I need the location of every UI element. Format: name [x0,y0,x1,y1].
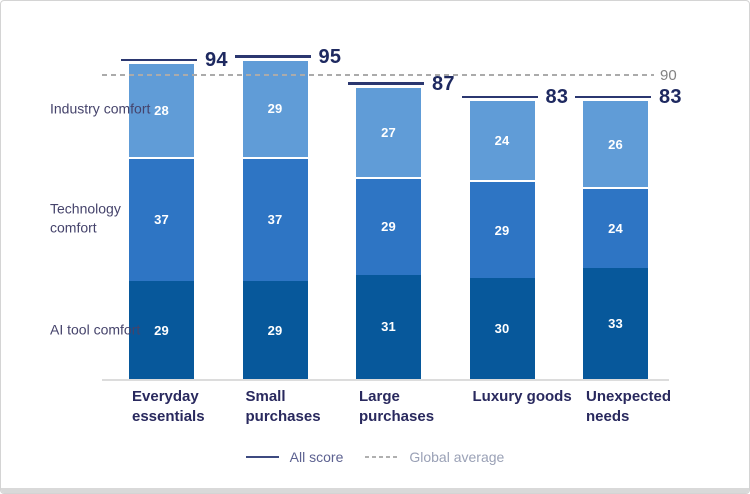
x-axis-line [102,378,669,381]
segment-value: 29 [381,219,396,235]
row-label: Industry comfort [50,100,151,117]
segment-value: 24 [494,133,510,149]
segment-value: 29 [154,322,169,338]
score-line [234,55,311,58]
global-average-value: 90 [660,67,677,85]
bar-segment: 26 [583,99,648,187]
segment-value: 37 [154,212,169,228]
segment-value: 27 [381,124,396,140]
bar-segment: 27 [356,85,421,177]
global-average-line-swatch [365,455,399,459]
legend-item-all-score: All score [245,449,344,465]
category-label: Large purchases [359,388,435,425]
row-label: Technology comfort [50,200,121,236]
legend-item-global-average: Global average [365,450,504,464]
bar-segment: 33 [583,267,648,379]
bar-segment: 29 [469,180,535,278]
category-label: Everyday essentials [132,388,205,425]
score-line [575,95,651,99]
segment-value: 29 [267,101,283,117]
bar-segment: 28 [129,62,194,157]
category-label: Small purchases [245,388,321,425]
bar-segment: 24 [469,99,535,181]
row-label: AI tool comfort [50,321,141,338]
legend-label-all-score: All score [289,449,344,465]
bar-segment: 29 [356,176,421,275]
all-score-line-swatch [245,455,279,459]
segment-value: 33 [608,315,623,331]
bar-segment: 37 [129,156,194,282]
score-line [348,82,424,85]
score-line [121,58,197,62]
window-bottom-edge [1,488,749,493]
segment-value: 26 [608,136,623,152]
segment-value: 31 [381,319,396,335]
score-line [461,95,538,99]
legend-label-global-average: Global average [409,449,505,465]
score-value: 94 [205,49,228,72]
segment-value: 29 [267,322,283,338]
segment-value: 28 [154,102,169,118]
bar-segment: 37 [242,156,308,282]
segment-value: 29 [494,222,510,238]
score-value: 83 [545,86,569,109]
score-value: 95 [318,45,342,68]
score-value: 83 [659,86,682,109]
category-label: Luxury goods [472,388,572,405]
segment-value: 37 [267,212,283,228]
bar-segment: 31 [356,274,421,379]
score-value: 87 [432,72,455,95]
global-average-line [102,74,654,77]
segment-value: 24 [608,220,623,236]
category-label: Unexpected needs [586,388,672,425]
legend: All score Global average [1,447,749,467]
bar-segment: 29 [242,281,308,379]
bar-segment: 29 [129,281,194,379]
bar-segment: 30 [469,277,535,379]
bar-segment: 24 [583,186,648,268]
segment-value: 30 [494,320,510,336]
